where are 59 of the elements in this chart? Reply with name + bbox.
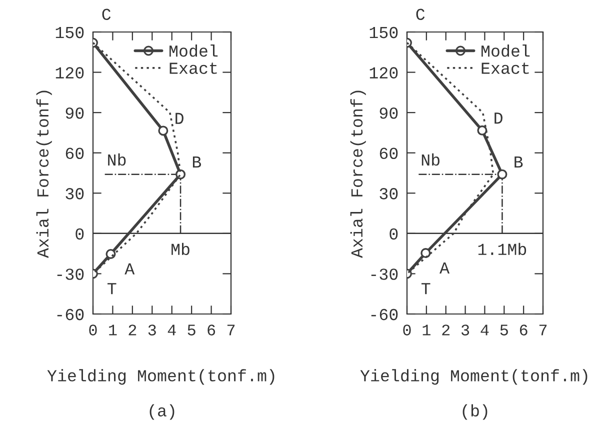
- annotation: A: [124, 263, 135, 274]
- legend-label: Model: [482, 44, 530, 57]
- y-tick-label: -60: [371, 308, 398, 320]
- y-tick-label: 60: [66, 148, 84, 160]
- annotation: C: [416, 8, 425, 20]
- x-tick-label: 4: [480, 324, 489, 336]
- x-tick-label: 7: [227, 324, 235, 336]
- legend-label: Exact: [482, 62, 529, 74]
- y-tick-label: -60: [57, 308, 84, 320]
- x-axis-title: Yielding Moment(tonf.m): [47, 369, 274, 385]
- ref-line-label: 1.1Mb: [478, 242, 526, 256]
- x-tick-label: 1: [109, 324, 117, 336]
- y-axis-title: Axial Force(tonf): [36, 90, 52, 258]
- annotation: D: [494, 112, 502, 124]
- x-tick-label: 0: [403, 324, 411, 336]
- x-tick-label: 3: [148, 324, 156, 336]
- text: (b): [462, 404, 488, 420]
- point: [477, 125, 488, 136]
- x-tick-label: 0: [89, 324, 97, 336]
- legend-label: Exact: [170, 62, 217, 74]
- y-tick-label: 150: [56, 26, 84, 38]
- ref-line-label: Nb: [422, 153, 440, 166]
- x-axis-title: Yielding Moment(tonf.m): [360, 369, 588, 385]
- annotation: D: [176, 112, 184, 124]
- ref-line-label: Mb: [172, 242, 190, 256]
- x-tick-label: 6: [520, 324, 528, 336]
- y-tick-label: 150: [370, 26, 398, 38]
- ref-line-label: Nb: [108, 153, 126, 166]
- y-tick-label: 60: [380, 148, 398, 160]
- x-tick-label: 5: [500, 324, 508, 336]
- legend-label: Model: [170, 44, 218, 57]
- y-tick-label: -30: [371, 268, 398, 280]
- annotation: T: [422, 283, 430, 294]
- y-tick-label: 30: [380, 188, 398, 200]
- y-axis-title: Axial Force(tonf): [350, 90, 366, 258]
- annotation: A: [440, 262, 450, 274]
- x-tick-label: 2: [442, 324, 450, 336]
- y-tick-label: 0: [390, 228, 398, 240]
- y-tick-label: 90: [66, 107, 84, 119]
- annotation: B: [192, 156, 202, 168]
- annotation: T: [108, 283, 116, 294]
- x-tick-label: 3: [461, 324, 470, 336]
- text: (a): [150, 404, 174, 420]
- y-tick-label: 0: [76, 228, 84, 240]
- annotation: C: [102, 8, 111, 20]
- y-tick-label: 120: [56, 67, 84, 78]
- x-tick-label: 6: [208, 324, 216, 336]
- y-tick-label: 120: [370, 67, 398, 78]
- x-tick-label: 2: [128, 324, 136, 336]
- y-tick-label: 30: [66, 188, 84, 200]
- x-tick-label: 1: [422, 324, 430, 336]
- x-tick-label: 4: [168, 324, 176, 336]
- x-tick-label: 5: [188, 324, 196, 336]
- annotation: B: [514, 156, 523, 168]
- point: [497, 169, 508, 180]
- y-tick-label: 90: [380, 107, 398, 119]
- point: [158, 126, 168, 136]
- x-tick-label: 7: [539, 324, 547, 336]
- y-tick-label: -30: [57, 268, 84, 280]
